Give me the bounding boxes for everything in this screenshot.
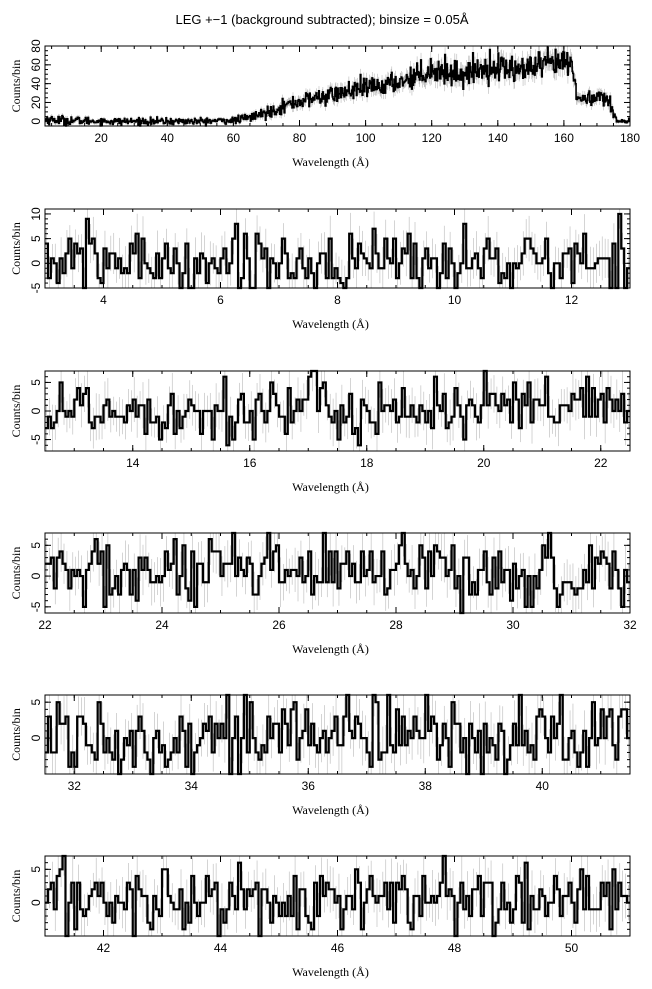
- y-axis-label: Counts/bin: [9, 60, 23, 113]
- spectrum-panel-6: 42 44 46 48 50 0 5 Wavelength (Å) Counts/bin: [9, 854, 631, 979]
- x-axis-label: Wavelength (Å): [292, 155, 369, 169]
- y-axis-label: Counts/bin: [9, 547, 23, 600]
- y-tick-label: -5: [29, 601, 43, 612]
- x-axis-label: Wavelength (Å): [292, 480, 369, 494]
- x-axis-label: Wavelength (Å): [292, 642, 369, 656]
- y-tick-label: 0: [29, 572, 43, 579]
- x-tick-label: 48: [448, 941, 462, 955]
- x-axis-label: Wavelength (Å): [292, 317, 369, 331]
- x-tick-label: 30: [506, 618, 520, 632]
- x-tick-label: 60: [227, 131, 241, 145]
- x-tick-label: 26: [272, 618, 286, 632]
- x-tick-label: 18: [360, 456, 374, 470]
- spectrum-series: [44, 46, 631, 127]
- y-tick-label: 0: [29, 118, 43, 125]
- x-tick-label: 34: [185, 779, 199, 793]
- x-tick-label: 36: [302, 779, 316, 793]
- y-tick-label: 5: [29, 235, 43, 242]
- y-tick-label: 5: [29, 379, 43, 386]
- x-tick-label: 8: [334, 293, 341, 307]
- histogram-line: [45, 854, 630, 938]
- y-tick-label: 10: [29, 207, 43, 221]
- x-tick-label: 42: [97, 941, 111, 955]
- y-axis-label: Counts/bin: [9, 870, 23, 923]
- y-tick-label: 20: [29, 95, 43, 109]
- spectrum-series: [45, 693, 630, 776]
- y-tick-label: 0: [29, 899, 43, 906]
- y-axis-label: Counts/bin: [9, 222, 23, 275]
- panels: 20 40 60 80 100 120 140 160 180020406080Waveleng…: [9, 39, 640, 979]
- errorbar-group: [46, 695, 629, 774]
- spectrum-panel-3: 14 16 18 20 22 -5 0 5 Wavelength (Å) Counts/bin: [9, 369, 631, 494]
- spectrum-panel-5: 32 34 36 38 40 0 5 Wavelength (Å) Counts/bin: [9, 693, 631, 817]
- x-tick-label: 28: [389, 618, 403, 632]
- x-tick-label: 100: [356, 131, 376, 145]
- x-axis-label: Wavelength (Å): [292, 965, 369, 979]
- y-tick-label: 0: [29, 407, 43, 414]
- x-tick-label: 12: [565, 293, 579, 307]
- x-tick-label: 4: [100, 293, 107, 307]
- x-tick-label: 80: [293, 131, 307, 145]
- histogram-line: [45, 531, 630, 615]
- y-tick-label: -5: [29, 434, 43, 445]
- x-tick-label: 10: [448, 293, 462, 307]
- spectrum-panel-2: 4 6 8 10 12 -5 0 5 10 Wavelength (Å) Counts/bin: [9, 207, 631, 331]
- x-tick-label: 44: [214, 941, 228, 955]
- x-tick-label: 24: [155, 618, 169, 632]
- x-tick-label: 20: [477, 456, 491, 470]
- x-tick-label: 46: [331, 941, 345, 955]
- spectrum-series: [45, 854, 630, 938]
- spectrum-panel-4: 22 24 26 28 30 32 -5 0 5 Wavelength (Å) Counts/bin: [9, 531, 637, 656]
- x-tick-label: 38: [419, 779, 433, 793]
- y-tick-label: 80: [29, 39, 43, 53]
- x-tick-label: 50: [565, 941, 579, 955]
- spectrum-series: [45, 531, 630, 615]
- y-axis-label: Counts/bin: [9, 708, 23, 761]
- x-tick-label: 20: [95, 131, 109, 145]
- plot-frame: [44, 45, 631, 127]
- histogram-line: [45, 369, 630, 447]
- spectrum-series: [45, 209, 630, 290]
- spectrum-panel-1: 20 40 60 80 100 120 140 160 180 0 20 40 60 80 Waveleng…: [9, 39, 640, 169]
- x-tick-label: 22: [38, 618, 52, 632]
- histogram-line: [45, 212, 630, 290]
- x-tick-label: 6: [217, 293, 224, 307]
- x-tick-label: 180: [620, 131, 640, 145]
- x-tick-label: 40: [536, 779, 550, 793]
- histogram-line: [44, 46, 631, 127]
- x-tick-label: 140: [488, 131, 508, 145]
- y-tick-label: 60: [29, 58, 43, 72]
- x-tick-label: 120: [422, 131, 442, 145]
- x-tick-label: 22: [594, 456, 608, 470]
- x-tick-label: 40: [161, 131, 175, 145]
- x-axis-label: Wavelength (Å): [292, 803, 369, 817]
- x-tick-label: 160: [554, 131, 574, 145]
- spectrum-series: [45, 369, 630, 451]
- y-tick-label: 5: [29, 866, 43, 873]
- y-axis-label: Counts/bin: [9, 385, 23, 438]
- x-tick-label: 32: [68, 779, 82, 793]
- x-tick-label: 14: [126, 456, 140, 470]
- figure-title: LEG +−1 (background subtracted); binsize…: [175, 12, 468, 27]
- errorbar-group: [45, 46, 630, 126]
- y-tick-label: 5: [29, 542, 43, 549]
- histogram-line: [45, 693, 630, 776]
- x-tick-label: 16: [243, 456, 257, 470]
- y-tick-label: -5: [29, 282, 43, 293]
- y-tick-label: 0: [29, 734, 43, 741]
- y-tick-label: 0: [29, 260, 43, 267]
- y-tick-label: 5: [29, 699, 43, 706]
- y-tick-label: 40: [29, 77, 43, 91]
- x-tick-label: 32: [623, 618, 637, 632]
